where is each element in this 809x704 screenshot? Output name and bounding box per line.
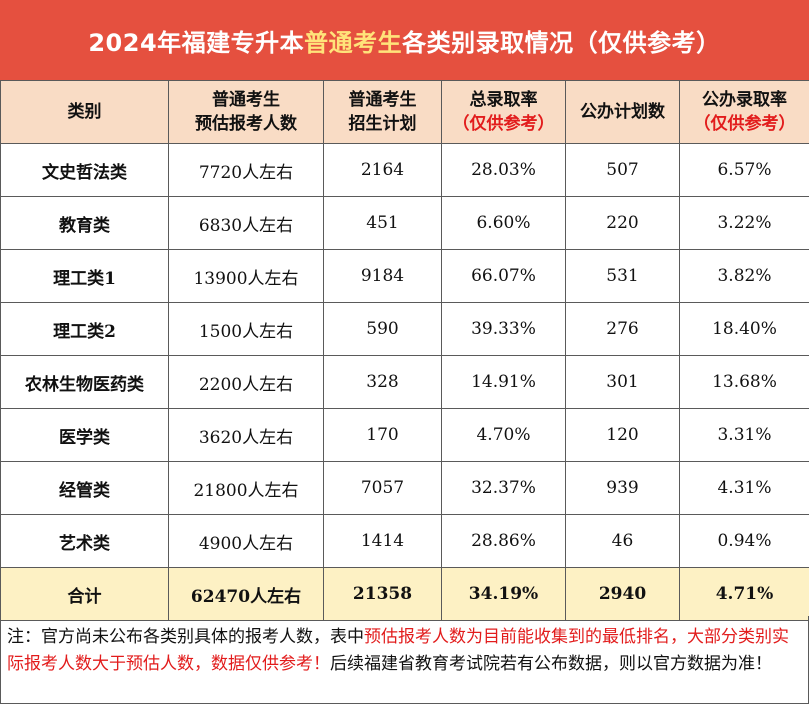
table-row: 理工类1 13900人左右 9184 66.07% 531 3.82% [0, 249, 809, 303]
cell-rate: 32.37% [441, 461, 566, 515]
cell-applicants: 1500人左右 [168, 302, 324, 356]
cell-rate: 39.33% [441, 302, 566, 356]
cell-plan: 9184 [323, 249, 442, 303]
cell-category: 农林生物医药类 [0, 355, 169, 409]
header-applicants-line1: 普通考生 [212, 90, 280, 110]
cell-public-rate: 3.82% [679, 249, 809, 303]
header-rate: 总录取率 （仅供参考） [441, 80, 566, 144]
cell-category: 理工类1 [0, 249, 169, 303]
cell-public-rate: 18.40% [679, 302, 809, 356]
footnote-part1: 注：官方尚未公布各类别具体的报考人数，表中 [7, 627, 364, 647]
cell-public-plan: 276 [565, 302, 680, 356]
cell-plan: 1414 [323, 514, 442, 568]
cell-public-plan: 46 [565, 514, 680, 568]
header-plan-line1: 普通考生 [348, 90, 417, 110]
table-row: 艺术类 4900人左右 1414 28.86% 46 0.94% [0, 514, 809, 568]
total-public-plan: 2940 [565, 567, 680, 621]
cell-rate: 28.86% [441, 514, 566, 568]
cell-plan: 328 [323, 355, 442, 409]
cell-public-plan: 939 [565, 461, 680, 515]
header-plan-line2: 招生计划 [348, 114, 417, 134]
cell-applicants: 6830人左右 [168, 196, 324, 250]
title-suffix: 各类别录取情况（仅供参考） [402, 28, 721, 57]
cell-category: 理工类2 [0, 302, 169, 356]
total-rate: 34.19% [441, 567, 566, 621]
header-public-rate-line1: 公办录取率 [702, 90, 787, 110]
header-public-plan: 公办计划数 [565, 80, 680, 144]
header-applicants-line2: 预估报考人数 [195, 114, 297, 134]
cell-applicants: 13900人左右 [168, 249, 324, 303]
footnote-warning: 预估报考人数为目前能收集到的最低排名，大部分类别实际报考人数大于预估人数，数据仅… [7, 627, 789, 674]
cell-applicants: 21800人左右 [168, 461, 324, 515]
total-category: 合计 [0, 567, 169, 621]
header-rate-line2: （仅供参考） [452, 114, 555, 134]
cell-public-plan: 507 [565, 143, 680, 197]
title-highlight: 普通考生 [304, 28, 403, 57]
table-total-row: 合计 62470人左右 21358 34.19% 2940 4.71% [0, 567, 809, 621]
header-plan: 普通考生 招生计划 [323, 80, 442, 144]
cell-public-rate: 4.31% [679, 461, 809, 515]
cell-public-plan: 301 [565, 355, 680, 409]
cell-plan: 451 [323, 196, 442, 250]
cell-public-plan: 531 [565, 249, 680, 303]
header-rate-line1: 总录取率 [469, 90, 538, 110]
table-row: 教育类 6830人左右 451 6.60% 220 3.22% [0, 196, 809, 250]
cell-applicants: 4900人左右 [168, 514, 324, 568]
cell-public-plan: 220 [565, 196, 680, 250]
cell-public-plan: 120 [565, 408, 680, 462]
header-public-rate-line2: （仅供参考） [693, 114, 796, 134]
table-row: 理工类2 1500人左右 590 39.33% 276 18.40% [0, 302, 809, 356]
cell-rate: 66.07% [441, 249, 566, 303]
table-row: 经管类 21800人左右 7057 32.37% 939 4.31% [0, 461, 809, 515]
footnote-part3: 后续福建省教育考试院若有公布数据，则以官方数据为准！ [330, 654, 772, 674]
header-applicants: 普通考生预估报考人数 [168, 80, 324, 144]
cell-public-rate: 0.94% [679, 514, 809, 568]
footnote: 注：官方尚未公布各类别具体的报考人数，表中预估报考人数为目前能收集到的最低排名，… [0, 616, 809, 704]
total-plan: 21358 [323, 567, 442, 621]
page-title: 2024年福建专升本 普通考生 各类别录取情况（仅供参考） [0, 0, 809, 80]
cell-category: 医学类 [0, 408, 169, 462]
cell-public-rate: 13.68% [679, 355, 809, 409]
cell-plan: 7057 [323, 461, 442, 515]
cell-applicants: 2200人左右 [168, 355, 324, 409]
cell-category: 艺术类 [0, 514, 169, 568]
admission-table: 类别 普通考生 预估报考人数 普通考生 招生计划 总录取率 （仅供参考） 公办计划数 … [0, 80, 809, 621]
total-public-rate: 4.71% [679, 567, 809, 621]
total-applicants: 62470人左右 [168, 567, 324, 621]
cell-rate: 6.60% [441, 196, 566, 250]
cell-rate: 28.03% [441, 143, 566, 197]
cell-public-rate: 3.22% [679, 196, 809, 250]
title-prefix: 2024年福建专升本 [88, 28, 305, 57]
table-row: 农林生物医药类 2200人左右 328 14.91% 301 13.68% [0, 355, 809, 409]
cell-rate: 14.91% [441, 355, 566, 409]
table-header-row: 类别 普通考生 预估报考人数 普通考生 招生计划 总录取率 （仅供参考） 公办计划数 … [0, 80, 809, 144]
cell-plan: 170 [323, 408, 442, 462]
cell-plan: 2164 [323, 143, 442, 197]
cell-plan: 590 [323, 302, 442, 356]
header-category: 类别 [0, 80, 169, 144]
header-public-rate: 公办录取率 （仅供参考） [679, 80, 809, 144]
cell-rate: 4.70% [441, 408, 566, 462]
cell-category: 文史哲法类 [0, 143, 169, 197]
cell-applicants: 7720人左右 [168, 143, 324, 197]
table-row: 医学类 3620人左右 170 4.70% 120 3.31% [0, 408, 809, 462]
cell-public-rate: 3.31% [679, 408, 809, 462]
cell-applicants: 3620人左右 [168, 408, 324, 462]
cell-category: 经管类 [0, 461, 169, 515]
cell-category: 教育类 [0, 196, 169, 250]
cell-public-rate: 6.57% [679, 143, 809, 197]
table-row: 文史哲法类 7720人左右 2164 28.03% 507 6.57% [0, 143, 809, 197]
